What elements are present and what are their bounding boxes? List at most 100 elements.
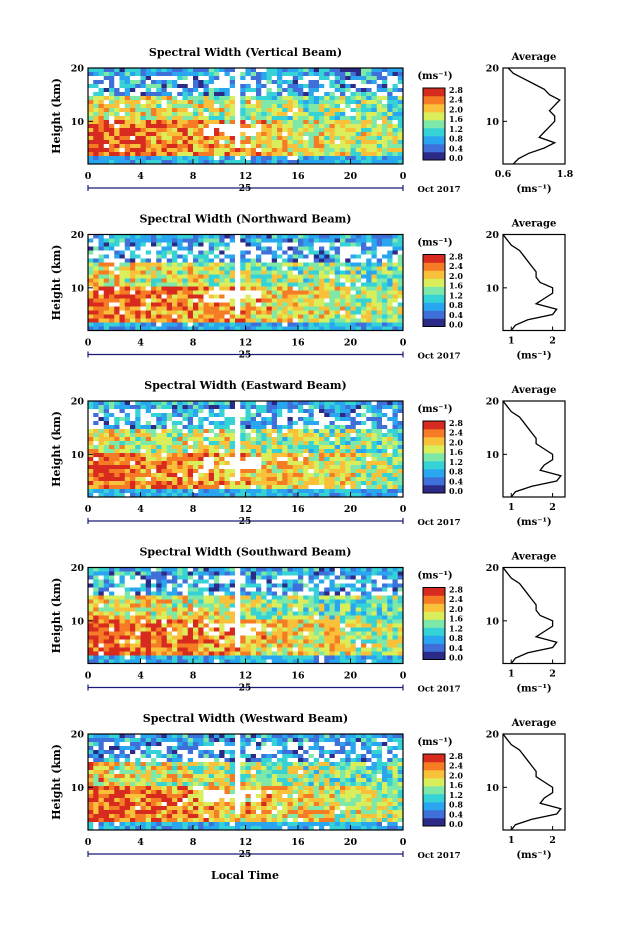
heatmap-cell <box>397 587 404 592</box>
heatmap-cell <box>271 76 278 81</box>
heatmap-cell <box>172 298 178 303</box>
heatmap-cell <box>114 583 120 588</box>
heatmap-cell <box>109 246 115 251</box>
colorbar-tick-label: 2.0 <box>449 104 463 114</box>
heatmap-cell <box>151 595 157 600</box>
heatmap-cell <box>124 461 131 466</box>
heatmap-cell <box>93 282 99 287</box>
heatmap-cell <box>245 76 252 81</box>
heatmap-cell <box>308 92 315 97</box>
heatmap-cell <box>240 100 246 105</box>
heatmap-cell <box>292 274 299 279</box>
heatmap-cell <box>355 318 362 323</box>
heatmap-cell <box>261 136 267 141</box>
heatmap-cell <box>324 290 330 295</box>
heatmap-cell <box>145 567 152 572</box>
heatmap-cell <box>203 120 210 125</box>
heatmap-cell <box>340 258 346 263</box>
heatmap-cell <box>172 595 178 600</box>
heatmap-cell <box>172 80 178 85</box>
heatmap-cell <box>235 595 241 600</box>
heatmap-cell <box>130 591 136 596</box>
heatmap-cell <box>130 579 136 584</box>
heatmap-cell <box>198 274 204 279</box>
heatmap-cell <box>187 417 194 422</box>
heatmap-cell <box>208 445 215 450</box>
heatmap-cell <box>124 156 131 161</box>
heatmap-cell <box>308 314 315 319</box>
heatmap-cell <box>261 298 267 303</box>
heatmap-cell <box>130 469 136 474</box>
heatmap-cell <box>345 591 351 596</box>
heatmap-cell <box>240 104 246 109</box>
heatmap-cell <box>387 286 393 291</box>
heatmap-cell <box>151 80 157 85</box>
heatmap-cell <box>135 575 141 580</box>
heatmap-cell <box>214 413 220 418</box>
profile-frame <box>502 233 566 332</box>
heatmap-cell <box>329 160 336 165</box>
heatmap-cell <box>382 96 388 101</box>
heatmap-cell <box>240 286 246 291</box>
heatmap-cell <box>282 104 288 109</box>
heatmap-cell <box>308 258 315 263</box>
heatmap-cell <box>308 457 315 462</box>
heatmap-cell <box>177 112 183 117</box>
heatmap-cell <box>355 76 362 81</box>
heatmap-cell <box>282 453 288 458</box>
heatmap-cell <box>187 242 194 247</box>
heatmap-cell <box>355 591 362 596</box>
heatmap-cell <box>130 116 136 121</box>
heatmap-cell <box>308 136 315 141</box>
heatmap-cell <box>376 234 383 239</box>
heatmap-cell <box>240 401 246 406</box>
heatmap-cell <box>124 270 131 275</box>
heatmap-cell <box>145 591 152 596</box>
heatmap-cell <box>198 465 204 470</box>
heatmap-cell <box>376 156 383 161</box>
heatmap-cell <box>334 421 341 426</box>
heatmap-cell <box>198 318 204 323</box>
heatmap-cell <box>193 445 199 450</box>
heatmap-cell <box>156 409 162 414</box>
heatmap-cell <box>366 429 372 434</box>
heatmap-cell <box>329 417 336 422</box>
heatmap-cell <box>303 425 309 430</box>
heatmap-cell <box>261 76 267 81</box>
heatmap-cell <box>376 120 383 125</box>
heatmap-cell <box>130 473 136 478</box>
heatmap-cell <box>124 100 131 105</box>
heatmap-cell <box>308 80 315 85</box>
heatmap-cell <box>93 290 99 295</box>
heatmap-cell <box>345 571 351 576</box>
heatmap-cell <box>240 583 246 588</box>
heatmap-cell <box>250 128 257 133</box>
heatmap-cell <box>245 417 252 422</box>
heatmap-cell <box>282 124 288 129</box>
heatmap-cell <box>208 246 215 251</box>
heatmap-cell <box>224 449 231 454</box>
heatmap-cell <box>361 246 367 251</box>
heatmap-cell <box>324 128 330 133</box>
heatmap-cell <box>224 124 231 129</box>
heatmap-cell <box>282 302 288 307</box>
heatmap-cell <box>345 112 351 117</box>
heatmap-cell <box>103 234 110 239</box>
heatmap-cell <box>93 68 99 73</box>
heatmap-cell <box>182 290 189 295</box>
heatmap-cell <box>371 234 378 239</box>
heatmap-cell <box>235 310 241 315</box>
heatmap-cell <box>135 76 141 81</box>
heatmap-cell <box>261 433 267 438</box>
heatmap-cell <box>198 461 204 466</box>
heatmap-cell <box>287 583 294 588</box>
heatmap-cell <box>93 493 99 498</box>
heatmap-cell <box>292 294 299 299</box>
heatmap-cell <box>203 160 210 165</box>
heatmap-cell <box>103 595 110 600</box>
heatmap-cell <box>350 465 357 470</box>
heatmap-cell <box>135 84 141 89</box>
heatmap-cell <box>240 409 246 414</box>
heatmap-cell <box>334 88 341 93</box>
heatmap-cell <box>319 246 325 251</box>
